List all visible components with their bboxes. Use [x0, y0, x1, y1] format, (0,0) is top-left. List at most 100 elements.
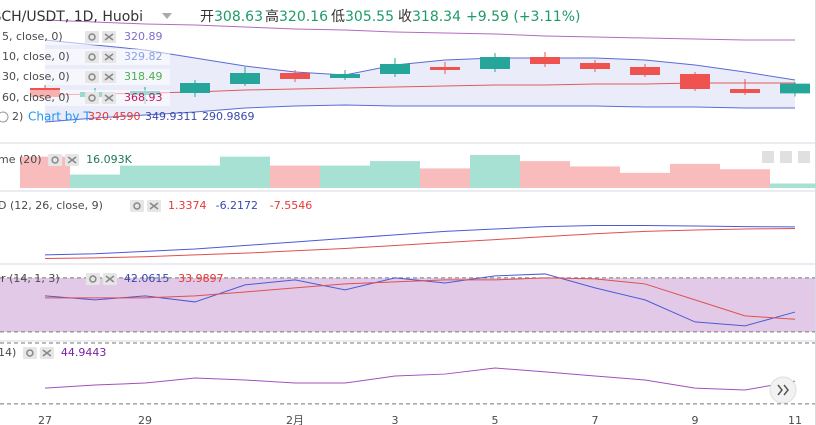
candle-body [280, 73, 310, 79]
pane-title: 14) [0, 346, 16, 359]
pane-title: lr (14, 1, 3) [0, 272, 60, 285]
legend-label: 2) [12, 110, 23, 123]
remove-icon [67, 156, 77, 164]
scroll-button[interactable] [769, 376, 797, 404]
volume-bar [670, 163, 720, 188]
candle-body [430, 67, 460, 70]
remove-icon [105, 275, 115, 283]
candle-body [380, 64, 410, 74]
volume-bar [120, 165, 170, 188]
x-tick-label: 7 [592, 414, 599, 425]
legend-value: 290.9869 [202, 110, 255, 123]
ohlc-label: 收 [398, 9, 412, 25]
settings-icon [88, 94, 96, 102]
settings-button[interactable] [85, 51, 99, 63]
x-tick-label: 9 [692, 414, 699, 425]
remove-icon [104, 94, 114, 102]
symbol-menu[interactable] [162, 13, 172, 19]
scroll-icon [777, 384, 789, 396]
ohlc-value: 318.34 [412, 9, 461, 25]
pane-title: D (12, 26, close, 9) [0, 199, 103, 212]
settings-button[interactable] [85, 273, 100, 285]
candle-body [580, 63, 610, 69]
volume-bar [220, 156, 270, 188]
volume-bar [470, 154, 520, 188]
candle-body [780, 83, 810, 94]
settings-icon [133, 202, 141, 210]
settings-button[interactable] [48, 154, 63, 166]
settings-button[interactable] [85, 31, 99, 43]
change: +9.59 (+3.11%) [466, 9, 580, 25]
legend-label: 10, close, 0) [2, 50, 70, 63]
legend-value: 349.9311 [145, 110, 198, 123]
candle-body [480, 57, 510, 69]
indicator-line [44, 19, 795, 41]
settings-button[interactable] [130, 200, 144, 212]
ohlc-label: 开 [200, 9, 214, 25]
volume-bar [270, 165, 320, 188]
x-tick-label: 5 [492, 414, 499, 425]
remove-icon [149, 202, 159, 210]
volume-bar [70, 174, 120, 188]
ohlc-label: 高 [265, 8, 279, 25]
legend-value: 16.093K [86, 153, 132, 166]
volume-bar [370, 161, 420, 188]
legend-value: 318.49 [124, 70, 163, 83]
volume-bar [520, 161, 570, 188]
legend-value: 1.3374 [168, 199, 207, 212]
indicator-line [45, 277, 796, 320]
settings-button[interactable] [85, 71, 99, 83]
legend-value: -6.2172 [216, 199, 258, 212]
pane-button[interactable] [798, 151, 810, 163]
settings-icon [26, 349, 34, 357]
volume-bar [770, 183, 816, 188]
legend-label: 60, close, 0) [2, 91, 70, 104]
x-tick-label: 27 [38, 414, 52, 425]
symbol: BCH/USDT, 1D, Huobi [0, 9, 143, 25]
ohlc-label: 低 [331, 9, 345, 25]
indicator-line [44, 227, 796, 259]
legend-value: 320.89 [124, 30, 163, 43]
volume-bar [720, 169, 770, 188]
collapse-icon[interactable] [0, 111, 9, 123]
remove-icon [104, 53, 114, 61]
ohlc-value: 305.55 [345, 9, 394, 25]
candle-body [680, 74, 710, 89]
legend-value: 44.9443 [61, 346, 107, 359]
ohlc-value: 320.16 [279, 9, 328, 25]
indicator-line [44, 367, 796, 391]
candle-body [180, 83, 210, 93]
legend-value: 329.82 [124, 50, 163, 63]
volume-bar [570, 166, 620, 188]
settings-icon [51, 156, 59, 164]
volume-bar [620, 172, 670, 188]
watermark: Chart by T [28, 110, 91, 124]
settings-icon [88, 53, 96, 61]
settings-button[interactable] [22, 347, 37, 359]
band-fill [0, 277, 815, 332]
candle-body [630, 67, 660, 75]
settings-icon [89, 275, 97, 283]
legend-value: 33.9897 [178, 272, 224, 285]
legend-value: 368.93 [124, 91, 163, 104]
pane-button[interactable] [762, 151, 774, 163]
candle-body [530, 57, 560, 64]
volume-bar [420, 168, 470, 188]
remove-icon [104, 73, 114, 81]
indicator-line [44, 224, 796, 256]
legend-label: 5, close, 0) [2, 30, 63, 43]
x-tick-label: 3 [392, 414, 399, 425]
volume-bar [170, 165, 220, 188]
x-tick-label: 11 [788, 414, 802, 425]
x-tick-label: 29 [138, 414, 152, 425]
candle-body [330, 74, 360, 78]
pane-button[interactable] [780, 151, 792, 163]
legend-value: 42.0615 [124, 272, 169, 285]
settings-button[interactable] [85, 92, 99, 104]
candle-body [230, 73, 260, 84]
pane-title: me (20) [0, 153, 42, 166]
legend-value: 320.4590 [88, 110, 141, 123]
legend-label: 30, close, 0) [2, 70, 70, 83]
ohlc-value: 308.63 [214, 9, 263, 25]
